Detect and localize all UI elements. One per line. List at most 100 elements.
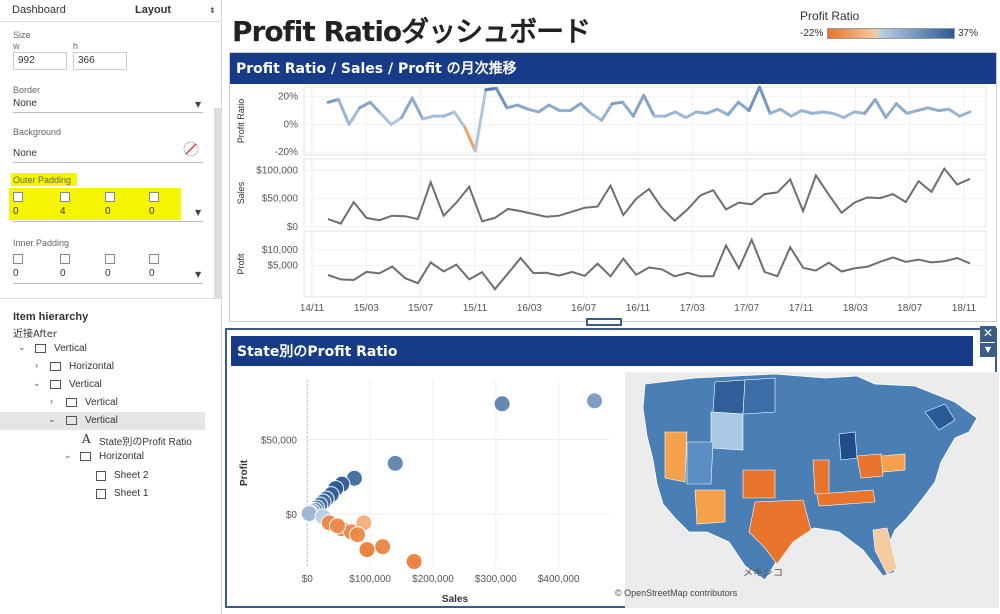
profit-ratio-segment [621,100,635,118]
tab-dashboard[interactable]: Dashboard [12,4,66,16]
tree-item[interactable]: ⌄ Vertical [0,340,205,358]
tree-item[interactable]: › Horizontal [0,358,205,376]
scatter-chart-svg[interactable]: $0 $100,000 $200,000 $300,000 $400,000 $50,00… [229,370,623,606]
tree-item[interactable]: ⌄ Vertical [0,376,205,394]
tree-item[interactable]: A State別のProfit Ratio [0,430,205,448]
sidebar-tabs: Dashboard Layout ⬍ [0,0,221,22]
panel-frame [303,230,987,298]
tree-item-label: Sheet 2 [114,470,149,481]
inner-padding-top-icon [60,254,70,264]
background-value[interactable]: None [13,148,37,159]
border-dropdown-icon[interactable]: ▼ [195,100,202,109]
y-axis-label: Profit [239,459,250,486]
height-input[interactable]: 366 [73,52,127,70]
line-chart-svg[interactable]: 14/11 15/03 15/07 15/11 16/03 16/07 16/11 17/03… [230,85,996,321]
chevron-down-icon[interactable]: ⌄ [18,342,26,352]
x-tick-label: 16/03 [517,303,542,314]
y-tick-label: $0 [287,222,299,233]
inner-padding-dropdown-icon[interactable]: ▼ [195,270,202,279]
horizontal-layout-icon [80,452,91,461]
profit-ratio-segment [926,106,940,113]
inner-padding-top[interactable]: 0 [60,268,66,279]
legend-min: -22% [800,28,824,39]
state-point [300,505,318,523]
state-point [358,541,376,559]
map-svg [642,373,978,581]
chevron-down-icon[interactable]: ⌄ [64,450,72,460]
outer-padding-dropdown-icon[interactable]: ▼ [195,208,202,217]
border-value[interactable]: None [13,98,37,109]
profit-ratio-segment [821,110,835,115]
x-tick-label: $100,000 [349,574,391,585]
y-tick-label: 0% [284,119,299,130]
profit-ratio-segment [389,116,404,126]
width-input[interactable]: 992 [13,52,67,70]
tree-item-label: Vertical [85,397,118,408]
outer-padding-label: Outer Padding [13,175,72,185]
profit-ratio-segment [831,111,846,120]
tree-item[interactable]: Sheet 2 [0,467,205,485]
chevron-right-icon[interactable]: › [50,396,53,406]
tree-item-selected[interactable]: ⌄ Vertical [0,412,205,430]
tree-item[interactable]: ⌄ Horizontal [0,448,205,466]
tree-item[interactable]: › Vertical [0,394,205,412]
inner-padding-left[interactable]: 0 [13,268,19,279]
inner-padding-right[interactable]: 0 [105,268,111,279]
x-tick-label: $300,000 [475,574,517,585]
profit-ratio-segment [358,100,372,110]
height-value: 366 [78,55,95,66]
profit-ratio-segment [894,102,909,115]
inner-padding-bottom-icon [149,254,159,264]
x-tick-label: 18/03 [843,303,868,314]
chevron-right-icon[interactable]: › [35,360,38,370]
inner-padding-label: Inner Padding [13,238,70,248]
border-label: Border [13,85,41,95]
profit-ratio-segment [852,110,867,115]
profit-ratio-segment [694,110,709,115]
x-tick-label: $0 [302,574,314,585]
inner-padding-right-icon [105,254,115,264]
tab-layout[interactable]: Layout [135,4,172,16]
resize-handle[interactable] [586,318,622,326]
color-picker-icon[interactable] [183,141,199,157]
chevron-down-icon[interactable]: ⌄ [48,414,56,424]
chevron-down-icon[interactable]: ⌄ [33,378,41,388]
profit-ratio-segment [536,103,551,114]
vertical-layout-icon [66,398,77,407]
profit-ratio-segment [779,107,793,118]
text-icon: A [82,432,91,446]
tree-item[interactable]: Sheet 1 [0,485,205,503]
profit-ratio-segment [347,106,362,126]
chevron-down-icon[interactable]: ▼ [980,343,996,357]
profit-ratio-segment [526,107,540,114]
y-tick-label: $5,000 [267,261,298,272]
outer-padding-right[interactable]: 0 [105,206,111,217]
profit-ratio-segment [663,110,677,118]
legend-title: Profit Ratio [800,9,860,23]
padding-right-icon [105,192,115,202]
state-point [386,454,404,472]
inner-padding-bottom[interactable]: 0 [149,268,155,279]
sales-line [327,166,971,225]
item-hierarchy-subtitle: 近接After [13,329,58,340]
profit-ratio-segment [642,93,656,118]
profit-ratio-segment [421,114,435,121]
outer-padding-bottom[interactable]: 0 [149,206,155,217]
profit-ratio-segment [863,97,877,115]
color-legend-bar[interactable] [827,28,955,39]
panel-frame [303,86,987,156]
outer-padding-top[interactable]: 4 [60,206,66,217]
layout-scrollbar[interactable] [214,108,221,298]
outer-padding-left[interactable]: 0 [13,206,19,217]
profit-ratio-segment [368,100,383,115]
y-tick-label: -20% [275,147,298,158]
padding-bottom-icon [149,192,159,202]
profit-ratio-segment [568,102,583,113]
us-map[interactable]: メキシコ [625,372,999,608]
tree-item-label: Vertical [85,415,118,426]
state-panel-container: State別のProfit Ratio $0 $100,000 $200,000 $3… [225,328,999,608]
panel-toggle-icon[interactable]: ⬍ [209,6,216,15]
close-icon[interactable]: ✕ [980,326,996,342]
tree-item-label: State別のProfit Ratio [99,437,192,448]
vertical-layout-icon [66,416,77,425]
